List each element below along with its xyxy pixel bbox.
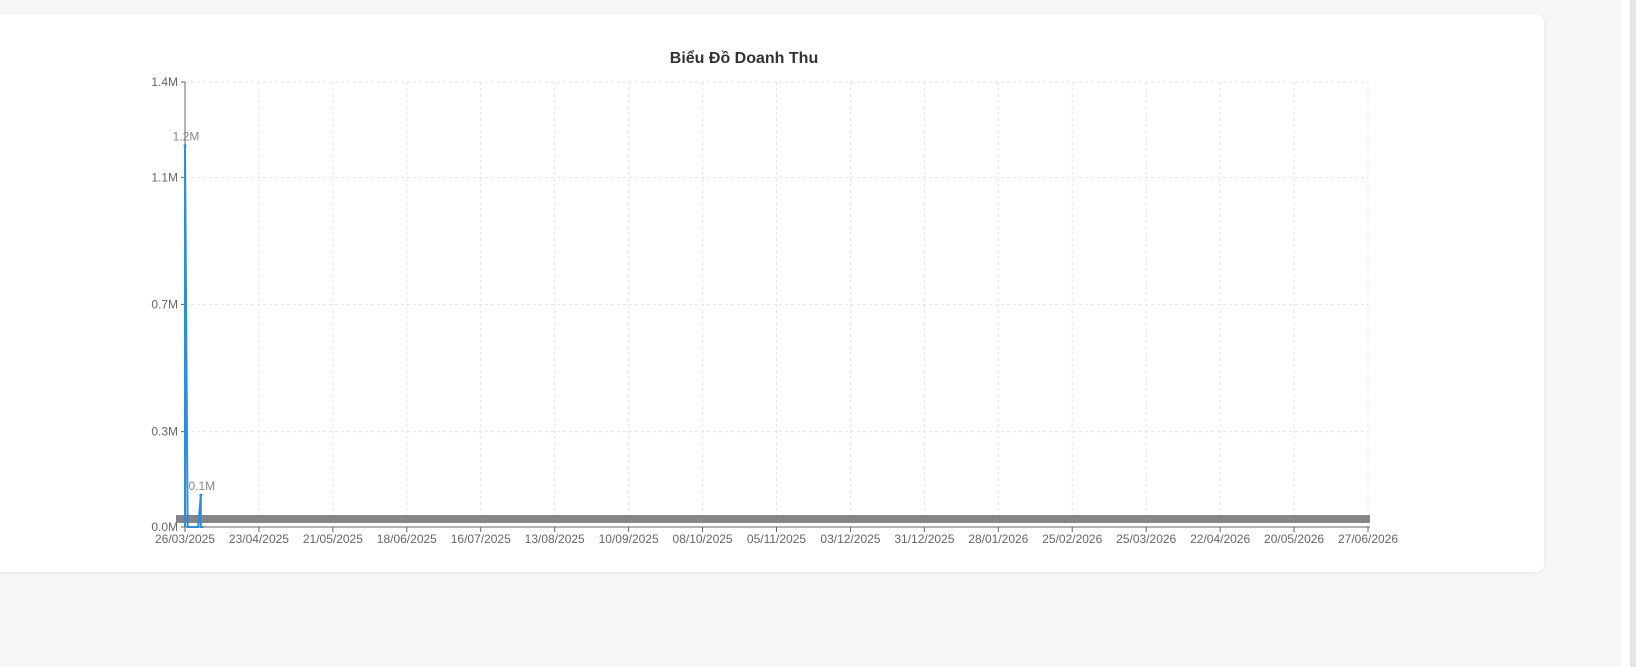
revenue-series: [183, 144, 204, 528]
x-tick-label: 16/07/2025: [451, 532, 511, 546]
chart-title: Biểu Đồ Doanh Thu: [670, 49, 818, 67]
x-tick-label: 21/05/2025: [303, 532, 363, 546]
chart-axes: [181, 81, 1370, 532]
data-labels: 1.2M 0.1M: [173, 130, 216, 494]
x-tick-label: 27/06/2026: [1338, 532, 1398, 546]
data-point: [183, 144, 187, 148]
chart-card: [0, 14, 1544, 572]
x-tick-label: 20/05/2026: [1264, 532, 1324, 546]
x-tick-label: 18/06/2025: [377, 532, 437, 546]
y-tick-label: 1.1M: [151, 170, 178, 184]
data-label: 0.1M: [189, 479, 216, 493]
zero-marker-band: [176, 515, 1370, 523]
x-tick-label: 25/03/2026: [1116, 532, 1176, 546]
x-tick-label: 23/04/2025: [229, 532, 289, 546]
x-tick-label: 31/12/2025: [894, 532, 954, 546]
data-point: [199, 493, 203, 497]
data-label: 1.2M: [173, 130, 200, 144]
y-tick-label: 1.4M: [151, 75, 178, 89]
x-tick-label: 25/02/2026: [1042, 532, 1102, 546]
y-tick-label: 0.7M: [151, 298, 178, 312]
x-tick-label: 05/11/2025: [747, 532, 806, 546]
scrollbar-thumb[interactable]: [1630, 0, 1636, 667]
x-tick-label: 26/03/2025: [155, 532, 215, 546]
y-tick-label: 0.0M: [151, 520, 178, 534]
series-line: [184, 145, 204, 528]
chart-grid: [184, 81, 1369, 528]
date-marker-strip: [176, 515, 1370, 523]
x-tick-label: 22/04/2026: [1190, 532, 1250, 546]
x-tick-label: 10/09/2025: [599, 532, 659, 546]
x-tick-label: 08/10/2025: [673, 532, 733, 546]
x-axis-labels: 26/03/2025 23/04/2025 21/05/2025 18/06/2025…: [155, 532, 1398, 546]
x-tick-label: 03/12/2025: [820, 532, 880, 546]
y-axis-labels: 0.0M 0.3M 0.7M 1.1M 1.4M: [151, 75, 178, 534]
x-tick-label: 28/01/2026: [968, 532, 1028, 546]
x-tick-label: 13/08/2025: [525, 532, 585, 546]
y-tick-label: 0.3M: [151, 425, 178, 439]
